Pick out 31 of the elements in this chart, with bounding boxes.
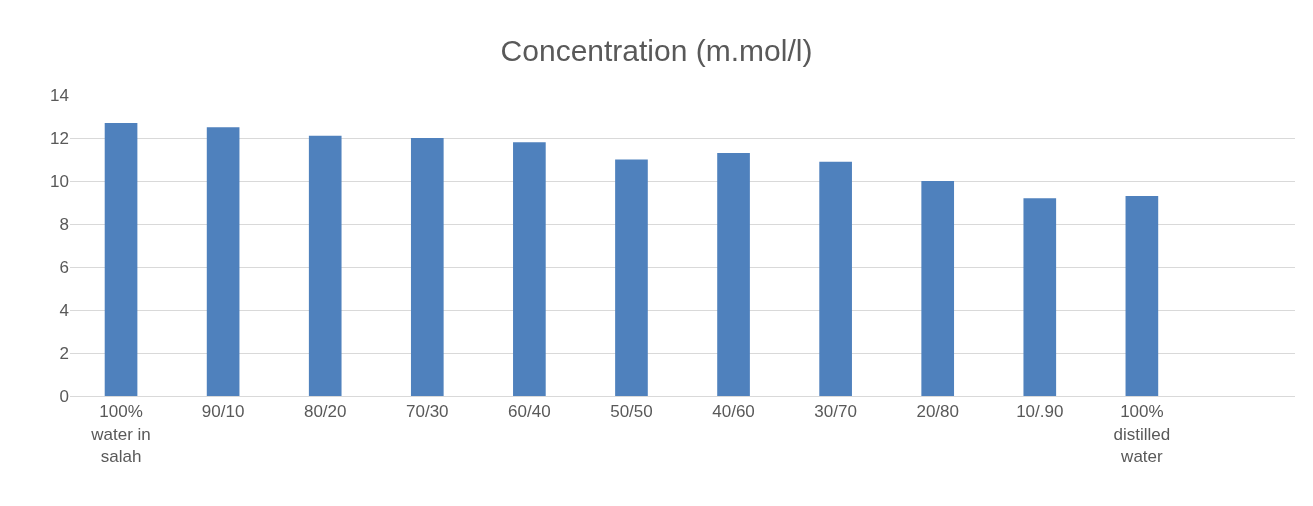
y-tick-label: 4 — [59, 300, 69, 320]
x-tick-label: 70/30 — [406, 402, 449, 422]
x-tick-label: 100% water in salah — [90, 402, 151, 466]
bar — [1125, 196, 1159, 396]
x-tick-label: 80/20 — [303, 402, 347, 422]
y-tick-label: 14 — [50, 85, 69, 105]
bar — [615, 159, 648, 396]
x-tick-label: 30/70 — [814, 402, 857, 422]
bar — [206, 127, 240, 396]
bar — [308, 135, 342, 396]
bar — [819, 161, 852, 396]
x-tick-label: 20/80 — [916, 402, 959, 422]
y-tick-label: 8 — [59, 214, 69, 234]
bar — [104, 122, 138, 396]
y-tick-label: 12 — [50, 128, 69, 148]
y-tick-label: 0 — [59, 386, 69, 406]
x-tick-label: 60/40 — [508, 402, 551, 422]
y-tick-label: 6 — [59, 257, 69, 277]
x-tick-label: 50/50 — [610, 402, 653, 422]
y-tick-label: 2 — [59, 343, 69, 363]
bar — [513, 142, 546, 396]
bar — [717, 153, 750, 396]
x-tick-label: 100% distilled water — [1113, 402, 1171, 466]
x-tick-label: 10/.90 — [1016, 402, 1064, 422]
bar — [410, 138, 444, 396]
x-tick-label: 40/60 — [712, 402, 755, 422]
bar — [1023, 198, 1057, 396]
x-tick-label: 90/10 — [201, 402, 245, 422]
bar — [921, 181, 955, 396]
y-tick-label: 10 — [50, 171, 69, 191]
chart-title: Concentration (m.mol/l) — [500, 34, 813, 68]
